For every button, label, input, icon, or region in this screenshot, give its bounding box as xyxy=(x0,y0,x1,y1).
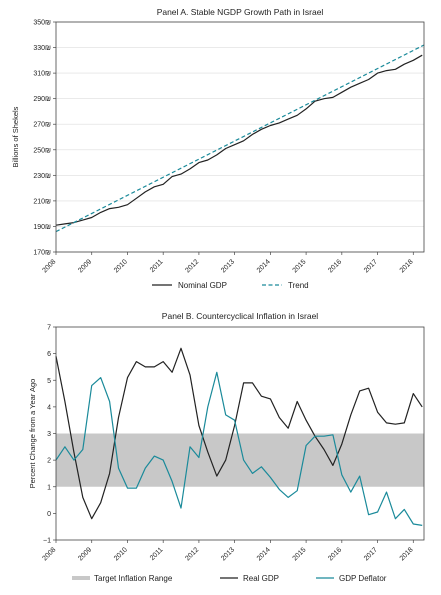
y-axis-label: Percent Change from a Year Ago xyxy=(28,379,37,489)
x-tick-label: 2018 xyxy=(399,546,415,562)
legend: Target Inflation Range Real GDP GDP Deflat… xyxy=(72,574,387,583)
y-tick-label: −1 xyxy=(43,538,51,545)
x-tick-label: 2016 xyxy=(327,546,343,562)
legend-label: Real GDP xyxy=(243,574,279,583)
panel-a: Panel A. Stable NGDP Growth Path in Isra… xyxy=(11,7,425,290)
chart-title: Panel A. Stable NGDP Growth Path in Isra… xyxy=(157,7,324,17)
panel-b: Panel B. Countercyclical Inflation in Is… xyxy=(28,311,425,583)
y-tick-label: 230₪ xyxy=(33,173,51,180)
plot-frame xyxy=(55,326,425,541)
chart-title: Panel B. Countercyclical Inflation in Is… xyxy=(162,311,318,321)
y-tick-label: 310₪ xyxy=(33,71,51,78)
y-tick-label: 4 xyxy=(47,404,51,411)
x-tick-label: 2014 xyxy=(256,258,272,274)
series-line-gdp-deflator xyxy=(55,371,423,526)
x-tick-label: 2008 xyxy=(41,546,57,562)
y-tick-label: 290₪ xyxy=(33,96,51,103)
x-tick-label: 2013 xyxy=(220,546,236,562)
plot-frame xyxy=(55,21,425,253)
y-tick-label: 7 xyxy=(47,325,51,332)
y-tick-label: 250₪ xyxy=(33,147,51,154)
y-tick-label: 6 xyxy=(47,351,51,358)
series-line-nominal-gdp xyxy=(55,54,423,226)
legend-label: Target Inflation Range xyxy=(94,574,173,583)
y-tick-label: 5 xyxy=(47,378,51,385)
y-tick-label: 1 xyxy=(47,484,51,491)
x-tick-label: 2009 xyxy=(77,546,93,562)
y-tick-label: 350₪ xyxy=(33,20,51,27)
x-tick-label: 2010 xyxy=(113,258,129,274)
series-line-trend xyxy=(55,44,425,233)
x-tick-label: 2014 xyxy=(256,546,272,562)
y-tick-label: 0 xyxy=(47,511,51,518)
y-tick-label: 330₪ xyxy=(33,45,51,52)
x-tick-label: 2009 xyxy=(77,258,93,274)
x-tick-label: 2017 xyxy=(363,258,379,274)
x-tick-label: 2011 xyxy=(149,546,165,562)
legend-label: Trend xyxy=(288,281,309,290)
x-tick-label: 2008 xyxy=(41,258,57,274)
x-tick-label: 2016 xyxy=(327,258,343,274)
x-tick-label: 2015 xyxy=(292,546,308,562)
y-tick-label: 270₪ xyxy=(33,122,51,129)
y-tick-label: 210₪ xyxy=(33,198,51,205)
x-tick-label: 2018 xyxy=(399,258,415,274)
y-tick-label: 170₪ xyxy=(33,250,51,257)
series-line-real-gdp xyxy=(55,347,423,520)
x-tick-label: 2012 xyxy=(184,546,200,562)
x-tick-label: 2017 xyxy=(363,546,379,562)
x-tick-label: 2010 xyxy=(113,546,129,562)
y-axis-label: Billions of Shekels xyxy=(11,106,20,167)
x-tick-label: 2015 xyxy=(292,258,308,274)
x-tick-label: 2011 xyxy=(149,258,165,274)
x-tick-label: 2013 xyxy=(220,258,236,274)
y-tick-label: 2 xyxy=(47,458,51,465)
legend-label: Nominal GDP xyxy=(178,281,227,290)
y-tick-label: 190₪ xyxy=(33,224,51,231)
y-tick-label: 3 xyxy=(47,431,51,438)
legend-label: GDP Deflator xyxy=(339,574,387,583)
legend: Nominal GDP Trend xyxy=(152,281,309,290)
x-tick-label: 2012 xyxy=(184,258,200,274)
